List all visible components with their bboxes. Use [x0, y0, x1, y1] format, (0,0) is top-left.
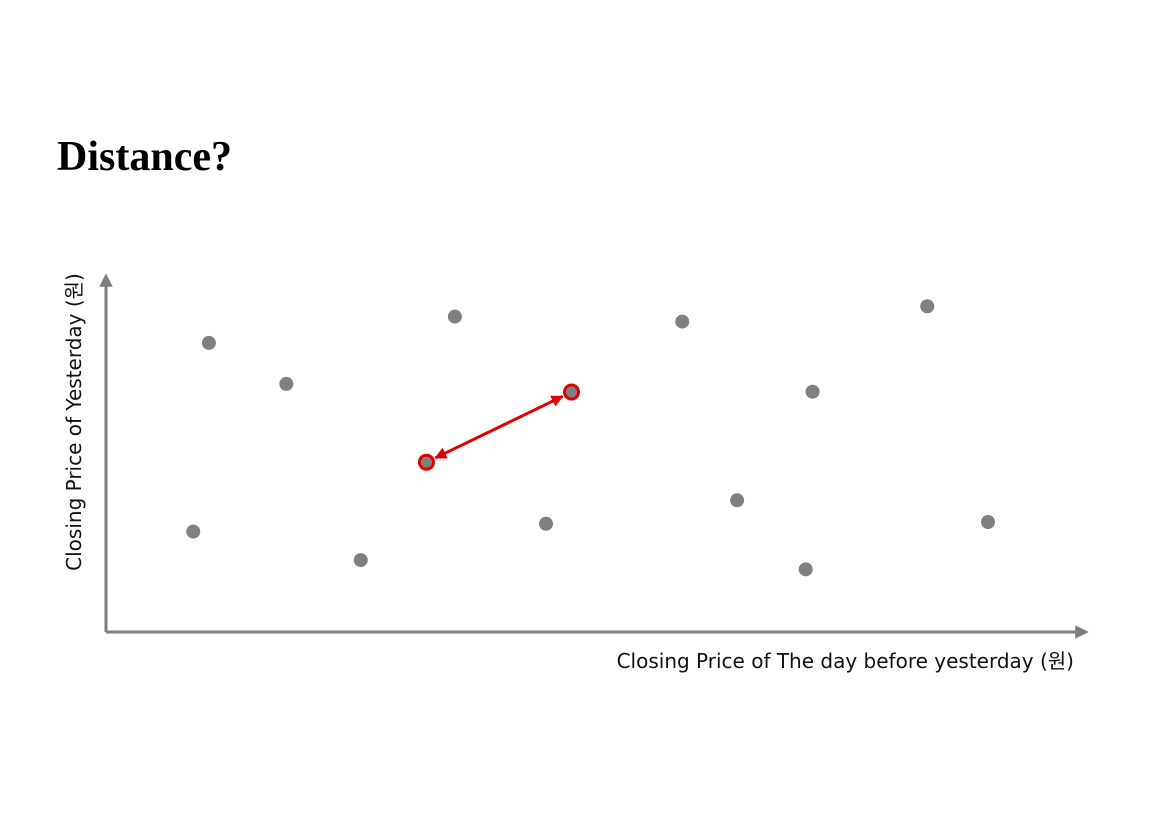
distance-annotation — [417, 383, 580, 471]
data-point — [798, 562, 813, 577]
data-point — [353, 553, 368, 568]
data-points — [186, 299, 995, 577]
data-point — [279, 376, 294, 391]
page-title: Distance? — [57, 134, 232, 180]
x-axis-label: Closing Price of The day before yesterda… — [617, 649, 1074, 673]
highlighted-point — [417, 453, 435, 471]
data-point — [805, 384, 820, 399]
data-point — [981, 514, 995, 529]
data-point — [447, 309, 462, 324]
highlighted-point — [563, 383, 580, 401]
data-point — [539, 516, 554, 531]
data-point — [675, 314, 690, 329]
distance-arrow — [434, 395, 564, 460]
data-point — [186, 524, 201, 539]
data-point — [201, 335, 216, 350]
data-point — [920, 299, 935, 314]
data-point — [730, 493, 745, 508]
y-axis-label: Closing Price of Yesterday (원) — [62, 273, 86, 571]
